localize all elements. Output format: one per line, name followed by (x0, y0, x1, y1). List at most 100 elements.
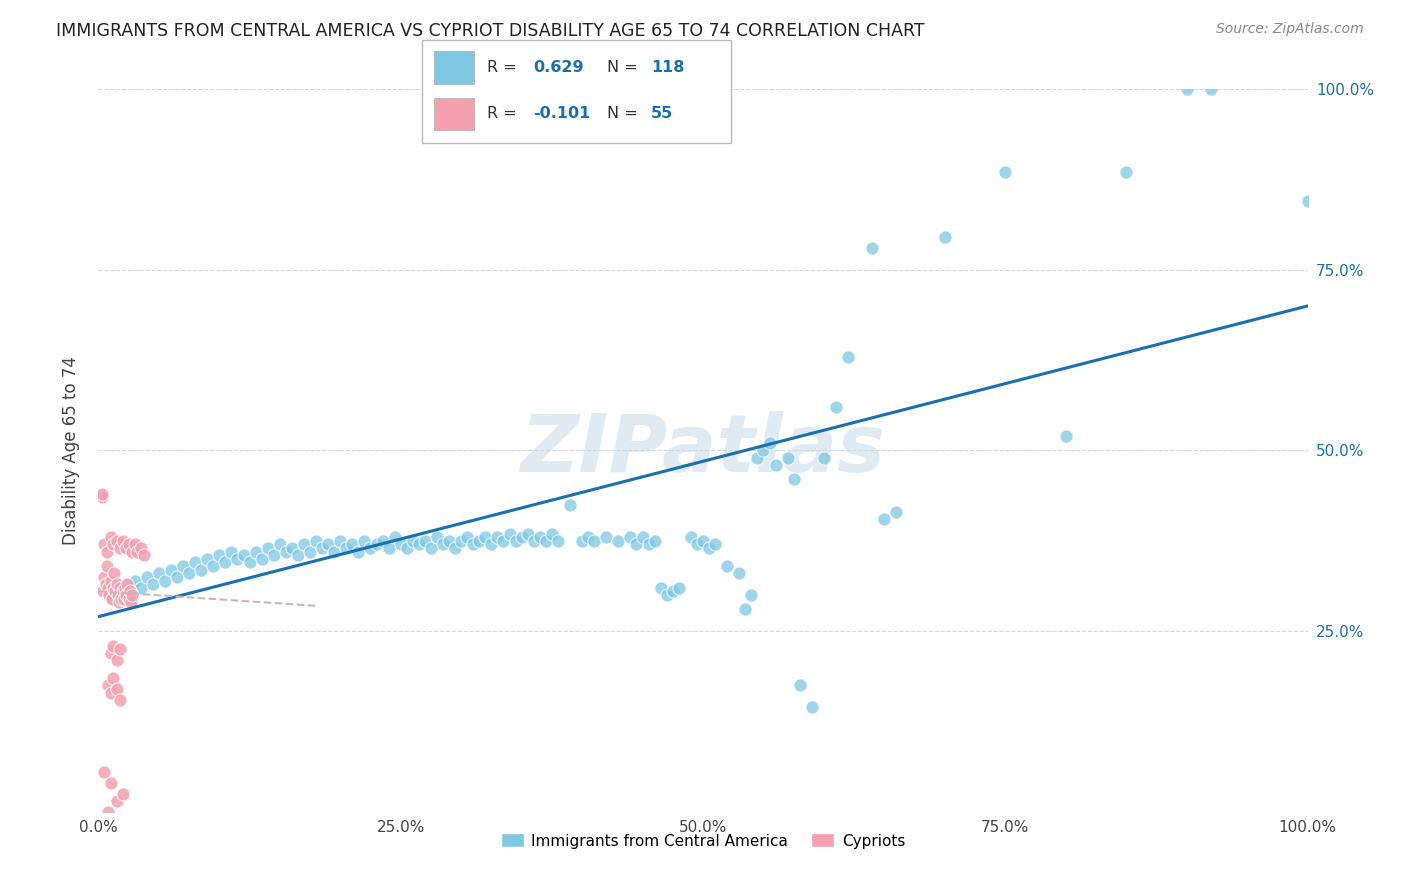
Point (221, 544, 243, 558)
Point (583, 533, 606, 548)
Point (91, 584, 114, 599)
Point (97, 581, 120, 595)
Point (1175, 82, 1198, 96)
Text: ZIPatlas: ZIPatlas (520, 411, 886, 490)
Point (316, 537, 339, 551)
Point (94, 577, 117, 591)
Point (534, 533, 557, 548)
Point (342, 537, 364, 551)
Point (104, 584, 127, 599)
Point (444, 541, 467, 555)
Point (353, 533, 375, 548)
Point (101, 537, 124, 551)
Point (118, 584, 141, 599)
Point (873, 512, 896, 526)
Point (105, 533, 128, 548)
Point (100, 530, 122, 544)
Point (1115, 165, 1137, 179)
Point (127, 544, 149, 558)
Point (111, 787, 134, 801)
Point (129, 581, 152, 595)
Bar (434, 52, 474, 84)
Point (287, 548, 309, 562)
Point (135, 570, 157, 584)
Point (360, 541, 382, 555)
Point (118, 537, 141, 551)
Point (595, 530, 617, 544)
Point (1054, 429, 1077, 443)
Point (103, 566, 125, 581)
Point (148, 566, 170, 581)
Point (179, 566, 201, 581)
Point (112, 591, 135, 606)
Text: R =: R = (486, 61, 522, 75)
Point (558, 498, 581, 512)
Point (101, 581, 124, 595)
Point (347, 544, 370, 558)
Point (825, 400, 848, 414)
Point (105, 794, 128, 808)
Text: 55: 55 (651, 106, 673, 121)
Point (124, 574, 146, 588)
Point (547, 533, 569, 548)
Point (644, 533, 666, 548)
Point (426, 530, 449, 544)
Point (789, 678, 811, 692)
Point (245, 544, 267, 558)
Point (281, 541, 304, 555)
Point (214, 556, 236, 570)
Point (377, 541, 399, 555)
Point (860, 241, 883, 255)
Point (250, 551, 273, 566)
Point (752, 443, 775, 458)
Point (402, 533, 425, 548)
Point (274, 544, 297, 558)
Point (121, 588, 143, 602)
Point (740, 588, 762, 602)
Point (115, 588, 138, 602)
Point (108, 541, 131, 555)
Point (256, 541, 278, 555)
Point (474, 530, 496, 544)
Point (96, 559, 118, 574)
Bar (434, 97, 474, 130)
Point (110, 591, 132, 606)
Point (292, 537, 315, 551)
Point (668, 581, 690, 595)
Point (108, 642, 131, 657)
Point (111, 533, 134, 548)
Point (166, 570, 188, 584)
Point (335, 541, 357, 555)
Point (202, 559, 225, 574)
Point (108, 581, 131, 595)
Point (184, 556, 207, 570)
Point (299, 544, 322, 558)
Point (661, 584, 683, 599)
Point (263, 548, 285, 562)
Point (108, 595, 131, 609)
Point (782, 472, 804, 486)
Point (100, 646, 122, 660)
Point (100, 776, 122, 790)
Point (631, 530, 654, 544)
Point (716, 559, 738, 574)
Point (91, 487, 114, 501)
Point (437, 533, 460, 548)
Point (692, 533, 714, 548)
Point (190, 563, 212, 577)
Text: -0.101: -0.101 (533, 106, 591, 121)
Point (97, 678, 120, 692)
Point (371, 533, 394, 548)
Point (115, 541, 138, 555)
Point (481, 537, 503, 551)
Point (101, 639, 124, 653)
Point (650, 581, 672, 595)
Point (97, 584, 120, 599)
Point (776, 450, 799, 465)
Point (118, 591, 141, 606)
Point (837, 350, 859, 364)
Point (108, 692, 131, 706)
Point (523, 533, 546, 548)
Point (510, 530, 533, 544)
Point (734, 602, 756, 616)
